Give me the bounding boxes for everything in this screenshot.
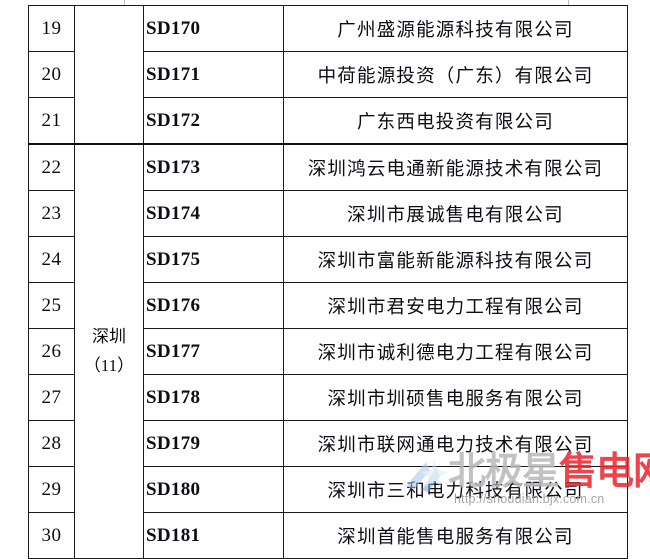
company-name-cell: 深圳市诚利德电力工程有限公司 [283,328,628,375]
row-number-cell: 30 [28,512,75,559]
company-code-cell: SD173 [143,143,284,191]
table-row: 29 SD180 深圳市三和电力科技有限公司 [28,466,628,513]
group-cell-empty [74,5,144,145]
company-code-cell: SD172 [143,97,284,145]
company-code-cell: SD176 [143,282,284,329]
company-name-cell: 深圳首能售电服务有限公司 [283,512,628,559]
table-row: 20 SD171 中荷能源投资（广东）有限公司 [28,51,628,98]
row-number-cell: 26 [28,328,75,375]
table-row: 25 SD176 深圳市君安电力工程有限公司 [28,282,628,329]
group-count: （11） [83,355,135,375]
company-code-cell: SD170 [143,5,284,52]
group-name: 深圳 [92,326,126,346]
retail-electricity-company-table: 19 SD170 广州盛源能源科技有限公司 20 SD171 中荷能源投资（广东）有限公司… [28,5,628,559]
company-name-cell: 广州盛源能源科技有限公司 [283,5,628,52]
table-row: 22 深圳 （11） SD173 深圳鸿云电通新能源技术有限公司 [28,143,628,559]
group-cell-shenzhen: 深圳 （11） [74,143,144,559]
row-number-cell: 23 [28,190,75,237]
company-name-cell: 深圳市展诚售电有限公司 [283,190,628,237]
company-code-cell: SD171 [143,51,284,98]
company-code-cell: SD178 [143,374,284,421]
row-number-cell: 25 [28,282,75,329]
row-number-cell: 22 [28,143,75,191]
row-number-cell: 19 [28,5,75,52]
document-page: 19 SD170 广州盛源能源科技有限公司 20 SD171 中荷能源投资（广东）有限公司… [28,5,650,559]
table-row: 24 SD175 深圳市富能新能源科技有限公司 [28,236,628,283]
row-number-cell: 21 [28,97,75,145]
company-name-cell: 深圳鸿云电通新能源技术有限公司 [283,143,628,191]
company-code-cell: SD180 [143,466,284,513]
row-number-cell: 29 [28,466,75,513]
table-row: 19 SD170 广州盛源能源科技有限公司 [28,5,628,145]
company-code-cell: SD174 [143,190,284,237]
table-row: 27 SD178 深圳市圳硕售电服务有限公司 [28,374,628,421]
company-code-cell: SD181 [143,512,284,559]
row-number-cell: 24 [28,236,75,283]
page-margin-ticks [0,0,650,6]
company-name-cell: 深圳市三和电力科技有限公司 [283,466,628,513]
company-name-cell: 广东西电投资有限公司 [283,97,628,145]
company-name-cell: 中荷能源投资（广东）有限公司 [283,51,628,98]
company-code-cell: SD175 [143,236,284,283]
company-code-cell: SD177 [143,328,284,375]
table-body: 19 SD170 广州盛源能源科技有限公司 20 SD171 中荷能源投资（广东）有限公司… [28,5,628,559]
company-name-cell: 深圳市圳硕售电服务有限公司 [283,374,628,421]
row-number-cell: 27 [28,374,75,421]
row-number-cell: 20 [28,51,75,98]
row-number-cell: 28 [28,420,75,467]
table-row: 23 SD174 深圳市展诚售电有限公司 [28,190,628,237]
company-code-cell: SD179 [143,420,284,467]
company-name-cell: 深圳市富能新能源科技有限公司 [283,236,628,283]
table-row: 28 SD179 深圳市联网通电力技术有限公司 [28,420,628,467]
company-name-cell: 深圳市君安电力工程有限公司 [283,282,628,329]
table-row: 26 SD177 深圳市诚利德电力工程有限公司 [28,328,628,375]
company-name-cell: 深圳市联网通电力技术有限公司 [283,420,628,467]
table-row: 21 SD172 广东西电投资有限公司 [28,97,628,145]
